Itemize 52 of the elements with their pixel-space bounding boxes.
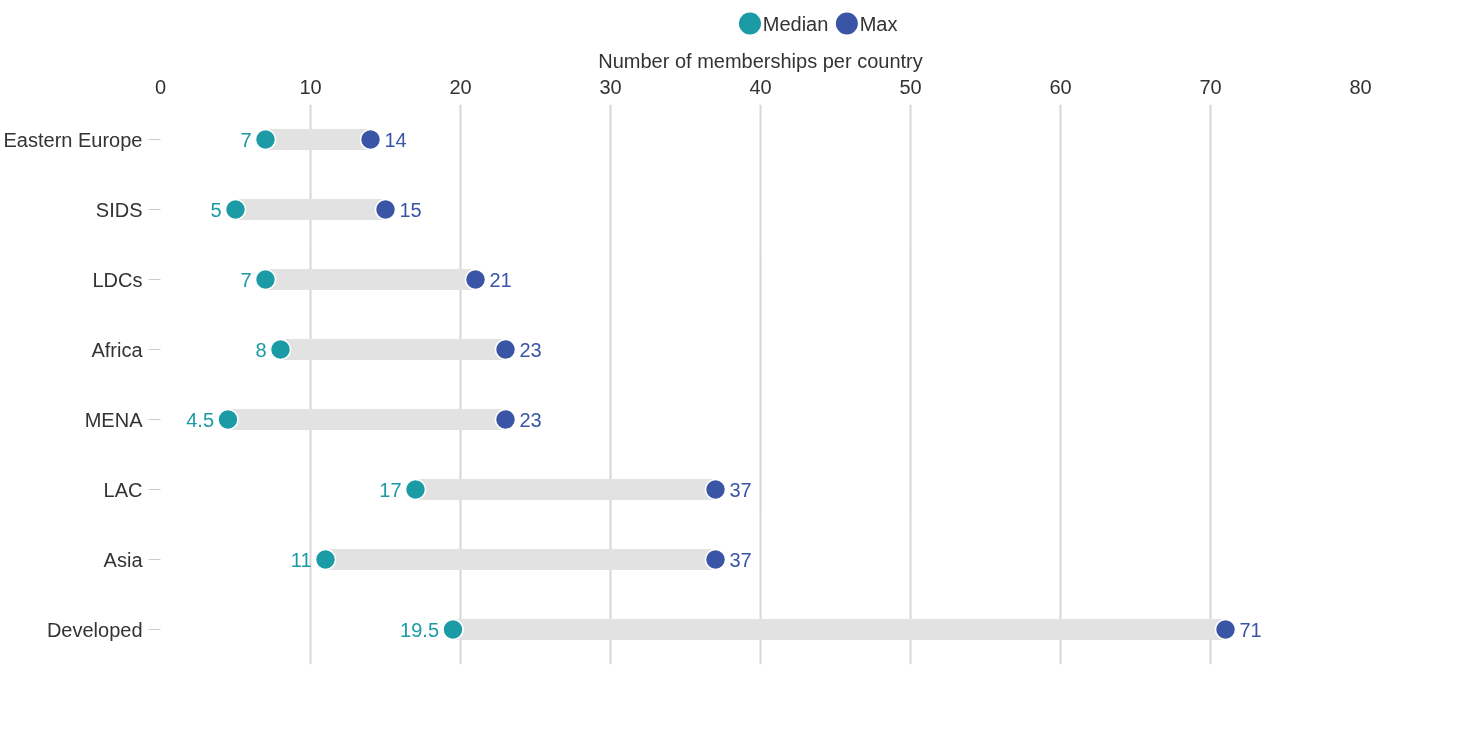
point — [254, 268, 277, 291]
data-label: 15 — [399, 198, 422, 221]
y-tick-label: Africa — [91, 338, 144, 361]
point — [464, 268, 487, 291]
data-label: 37 — [729, 548, 752, 571]
data-label: 19.5 — [400, 618, 440, 641]
data-label: 5 — [210, 198, 222, 221]
point — [1214, 618, 1237, 641]
x-tick-label: 0 — [154, 75, 167, 98]
x-axis-title: Number of memberships per country — [598, 49, 923, 72]
data-label: 8 — [255, 338, 267, 361]
data-label: 11 — [290, 548, 312, 571]
y-tick-label: Eastern Europe — [3, 128, 143, 151]
x-tick-label: 20 — [449, 75, 472, 98]
data-label: 14 — [384, 128, 407, 151]
point — [374, 198, 397, 221]
point — [494, 338, 517, 361]
point — [494, 408, 517, 431]
y-tick-label: SIDS — [95, 198, 143, 221]
point — [359, 128, 382, 151]
x-tick-label: 60 — [1049, 75, 1072, 98]
data-label: 37 — [729, 478, 752, 501]
data-label: 23 — [519, 408, 542, 431]
data-label: 7 — [240, 268, 252, 291]
legend-label: Median — [762, 12, 829, 35]
point — [404, 478, 427, 501]
legend-label: Max — [859, 12, 898, 35]
point — [254, 128, 277, 151]
x-tick-label: 30 — [599, 75, 622, 98]
y-tick-label: Developed — [46, 618, 143, 641]
x-tick-label: 50 — [899, 75, 922, 98]
point — [704, 478, 727, 501]
point — [442, 618, 464, 641]
data-label: 21 — [489, 268, 512, 291]
data-label: 71 — [1239, 618, 1262, 641]
point — [704, 548, 727, 571]
data-label: 17 — [379, 478, 402, 501]
y-tick-label: LDCs — [92, 268, 143, 291]
x-tick-label: 70 — [1199, 75, 1222, 98]
x-tick-label: 80 — [1349, 75, 1372, 98]
x-tick-label: 10 — [299, 75, 322, 98]
y-tick-label: Asia — [103, 548, 144, 571]
y-tick-label: LAC — [103, 478, 143, 501]
x-tick-label: 40 — [749, 75, 772, 98]
data-label: 23 — [519, 338, 542, 361]
data-label: 7 — [240, 128, 252, 151]
data-label: 4.5 — [186, 408, 215, 431]
point — [314, 548, 337, 571]
point — [269, 338, 292, 361]
y-tick-label: MENA — [84, 408, 144, 431]
point — [224, 198, 247, 221]
point — [217, 408, 239, 431]
